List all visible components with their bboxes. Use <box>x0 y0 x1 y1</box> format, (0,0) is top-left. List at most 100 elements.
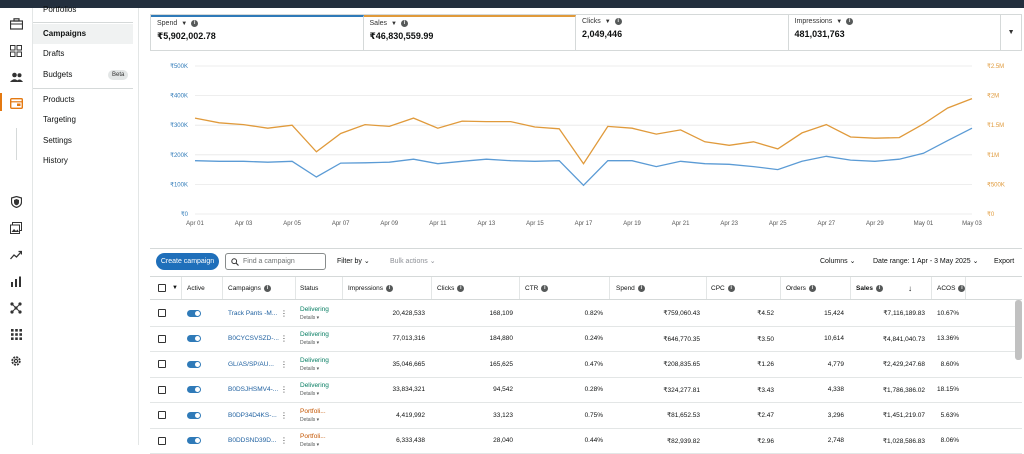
users-icon[interactable] <box>8 69 24 85</box>
row-checkbox[interactable] <box>158 386 166 394</box>
chevron-down-icon: ⌄ <box>973 258 979 265</box>
subnav-item-targeting[interactable]: Targeting <box>33 110 133 130</box>
status-details-link[interactable]: Details ▾ <box>300 315 319 321</box>
chevron-down-icon[interactable]: ▼ <box>181 21 187 27</box>
active-toggle[interactable] <box>187 386 201 393</box>
info-icon[interactable]: i <box>876 285 883 292</box>
status-details-link[interactable]: Details ▾ <box>300 417 319 423</box>
subnav-item-portfolios[interactable]: Portfolios <box>33 0 133 20</box>
table-row[interactable]: B0DDSND39D...⋮Portfoli...Details ▾6,333,… <box>150 429 1022 454</box>
campaign-name-link[interactable]: B0DDSND39D... <box>228 437 276 444</box>
more-options-icon[interactable]: ⋮ <box>280 436 288 445</box>
date-range-dropdown[interactable]: Date range: 1 Apr - 3 May 2025 ⌄ <box>873 253 979 270</box>
trend-icon[interactable] <box>8 247 24 263</box>
more-options-icon[interactable]: ⋮ <box>280 385 288 394</box>
active-toggle[interactable] <box>187 361 201 368</box>
campaign-name-link[interactable]: B0CYCSVSZD-... <box>228 335 279 342</box>
more-options-icon[interactable]: ⋮ <box>280 411 288 420</box>
chevron-down-icon[interactable]: ▼ <box>391 21 397 27</box>
status-details-link[interactable]: Details ▾ <box>300 340 319 346</box>
columns-dropdown[interactable]: Columns ⌄ <box>820 253 855 270</box>
row-checkbox[interactable] <box>158 360 166 368</box>
select-all-checkbox[interactable] <box>158 284 166 292</box>
active-toggle[interactable] <box>187 437 201 444</box>
header-status[interactable]: Status <box>300 277 318 299</box>
spend-cell: ₹646,770.35 <box>616 327 700 352</box>
chevron-down-icon[interactable]: ▼ <box>836 19 842 25</box>
briefcase-icon[interactable] <box>8 16 24 32</box>
bulk-actions-dropdown[interactable]: Bulk actions ⌄ <box>390 253 436 270</box>
metric-card-impressions[interactable]: Impressions▼i 481,031,763 <box>789 15 1002 50</box>
sort-arrow-down-icon[interactable]: ↓ <box>908 284 912 293</box>
campaign-name-link[interactable]: B0DP34D4KS-... <box>228 412 277 419</box>
apps-grid-icon[interactable] <box>8 326 24 342</box>
row-checkbox[interactable] <box>158 411 166 419</box>
dashboard-icon[interactable] <box>8 43 24 59</box>
subnav-item-campaigns[interactable]: Campaigns <box>33 24 133 44</box>
info-icon[interactable]: i <box>191 20 198 27</box>
info-icon[interactable]: i <box>846 18 853 25</box>
shield-icon[interactable] <box>8 194 24 210</box>
table-row[interactable]: B0DP34D4KS-...⋮Portfoli...Details ▾4,419… <box>150 403 1022 429</box>
more-options-icon[interactable]: ⋮ <box>280 334 288 343</box>
gear-icon[interactable] <box>8 353 24 369</box>
metric-card-spend[interactable]: Spend▼i ₹5,902,002.78 <box>151 15 364 50</box>
info-icon[interactable]: i <box>264 285 271 292</box>
create-campaign-button[interactable]: Create campaign <box>156 253 219 270</box>
chevron-down-icon[interactable]: ▼ <box>172 285 178 291</box>
status-text: Delivering <box>300 306 329 313</box>
subnav-item-settings[interactable]: Settings <box>33 131 133 151</box>
info-icon[interactable]: i <box>728 285 735 292</box>
reports-icon[interactable] <box>8 273 24 289</box>
media-library-icon[interactable] <box>8 220 24 236</box>
status-details-link[interactable]: Details ▾ <box>300 442 319 448</box>
metric-card-sales[interactable]: Sales▼i ₹46,830,559.99 <box>364 15 577 50</box>
campaign-search-input[interactable]: Find a campaign <box>225 253 326 270</box>
info-icon[interactable]: i <box>386 285 393 292</box>
row-checkbox[interactable] <box>158 335 166 343</box>
row-checkbox[interactable] <box>158 437 166 445</box>
chevron-down-icon[interactable]: ▼ <box>605 19 611 25</box>
campaign-name-link[interactable]: Track Pants -M... <box>228 310 277 317</box>
info-icon[interactable]: i <box>809 285 816 292</box>
info-icon[interactable]: i <box>638 285 645 292</box>
status-details-link[interactable]: Details ▾ <box>300 391 319 397</box>
info-icon[interactable]: i <box>615 18 622 25</box>
active-toggle[interactable] <box>187 335 201 342</box>
info-icon[interactable]: i <box>457 285 464 292</box>
subnav-item-drafts[interactable]: Drafts <box>33 44 133 64</box>
active-toggle[interactable] <box>187 310 201 317</box>
page-scrollbar[interactable] <box>1015 300 1022 360</box>
campaign-manager-icon[interactable] <box>8 95 24 111</box>
subnav-item-history[interactable]: History <box>33 151 133 171</box>
filter-by-dropdown[interactable]: Filter by ⌄ <box>337 253 370 270</box>
row-checkbox[interactable] <box>158 309 166 317</box>
metric-card-clicks[interactable]: Clicks▼i 2,049,446 <box>576 15 789 50</box>
status-details-link[interactable]: Details ▾ <box>300 366 319 372</box>
subnav-item-budgets[interactable]: Budgets Beta <box>33 65 133 85</box>
info-icon[interactable]: i <box>401 20 408 27</box>
export-button[interactable]: Export <box>994 253 1014 270</box>
network-icon[interactable] <box>8 300 24 316</box>
more-options-icon[interactable]: ⋮ <box>280 309 288 318</box>
info-icon[interactable]: i <box>541 285 548 292</box>
campaign-name-link[interactable]: GL/AS/SP/AU... <box>228 361 274 368</box>
subnav-item-products[interactable]: Products <box>33 90 133 110</box>
more-options-icon[interactable]: ⋮ <box>280 360 288 369</box>
more-metrics-chevron-icon[interactable]: ▼ <box>1001 15 1021 50</box>
active-toggle[interactable] <box>187 412 201 419</box>
campaign-name-link[interactable]: B0DSJHSMV4-... <box>228 386 278 393</box>
